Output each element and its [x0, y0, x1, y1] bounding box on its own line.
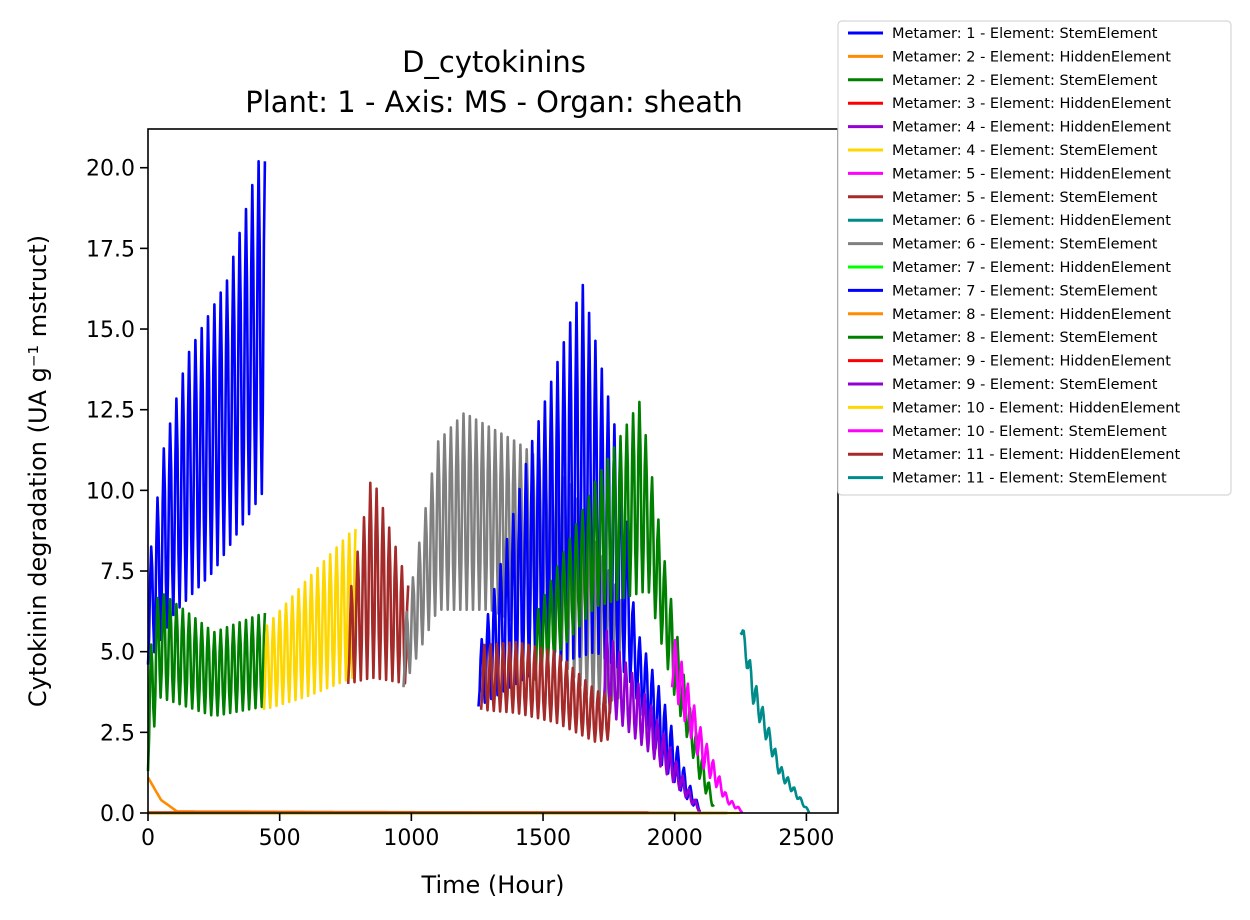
legend-entry: Metamer: 10 - Element: StemElement — [892, 424, 1167, 440]
chart-subtitle: Plant: 1 - Axis: MS - Organ: sheath — [245, 85, 743, 119]
legend: Metamer: 1 - Element: StemElement Metamer… — [837, 20, 1232, 496]
y-axis: 0.0 2.5 5.0 7.5 10.0 12.5 15.0 17.5 20.0 — [86, 157, 148, 827]
y-tick-label: 0.0 — [100, 802, 135, 827]
y-tick-label: 7.5 — [100, 560, 135, 585]
x-tick-label: 2500 — [778, 826, 834, 851]
series-line — [602, 629, 702, 812]
legend-entry: Metamer: 8 - Element: StemElement — [892, 330, 1158, 346]
series-line — [262, 529, 357, 710]
legend-entry: Metamer: 6 - Element: HiddenElement — [892, 213, 1171, 229]
series-line — [533, 400, 715, 807]
series-line — [146, 776, 623, 815]
legend-entry: Metamer: 6 - Element: StemElement — [892, 237, 1158, 253]
x-tick-label: 2000 — [647, 826, 703, 851]
x-axis-label: Time (Hour) — [421, 871, 565, 899]
x-tick-label: 500 — [259, 826, 301, 851]
x-tick-label: 0 — [141, 826, 155, 851]
series-line — [739, 629, 811, 814]
chart-title: D_cytokinins — [402, 45, 586, 79]
legend-entry: Metamer: 1 - Element: StemElement — [892, 26, 1158, 42]
legend-entry: Metamer: 7 - Element: StemElement — [892, 283, 1158, 299]
y-tick-label: 2.5 — [100, 721, 135, 746]
x-tick-label: 1500 — [515, 826, 571, 851]
series-line — [146, 593, 267, 772]
series-line — [479, 640, 612, 743]
y-tick-label: 5.0 — [100, 641, 135, 666]
legend-entry: Metamer: 7 - Element: HiddenElement — [892, 260, 1171, 276]
legend-entry: Metamer: 4 - Element: HiddenElement — [892, 120, 1171, 136]
legend-entry: Metamer: 2 - Element: HiddenElement — [892, 49, 1171, 65]
legend-entry: Metamer: 3 - Element: HiddenElement — [892, 96, 1171, 112]
legend-entry: Metamer: 10 - Element: HiddenElement — [892, 400, 1180, 416]
series-line — [346, 481, 410, 685]
series-line — [670, 638, 743, 814]
series-line — [146, 160, 267, 665]
y-tick-label: 15.0 — [86, 318, 135, 343]
legend-entry: Metamer: 9 - Element: HiddenElement — [892, 354, 1171, 370]
x-tick-label: 1000 — [383, 826, 439, 851]
legend-entry: Metamer: 11 - Element: HiddenElement — [892, 447, 1180, 463]
legend-entry: Metamer: 5 - Element: StemElement — [892, 190, 1158, 206]
y-axis-label: Cytokinin degradation (UA g⁻¹ mstruct) — [24, 235, 52, 707]
legend-entry: Metamer: 2 - Element: StemElement — [892, 73, 1158, 89]
legend-entry: Metamer: 4 - Element: StemElement — [892, 143, 1158, 159]
legend-box — [837, 20, 1232, 496]
legend-entry: Metamer: 8 - Element: HiddenElement — [892, 307, 1171, 323]
y-tick-label: 20.0 — [86, 157, 135, 182]
y-tick-label: 17.5 — [86, 237, 135, 262]
x-axis: 0 500 1000 1500 2000 2500 — [141, 813, 834, 851]
legend-entry: Metamer: 5 - Element: HiddenElement — [892, 166, 1171, 182]
legend-entry: Metamer: 11 - Element: StemElement — [892, 471, 1167, 487]
series-layer — [146, 160, 811, 815]
legend-entry: Metamer: 9 - Element: StemElement — [892, 377, 1158, 393]
y-tick-label: 12.5 — [86, 399, 135, 424]
y-tick-label: 10.0 — [86, 479, 135, 504]
